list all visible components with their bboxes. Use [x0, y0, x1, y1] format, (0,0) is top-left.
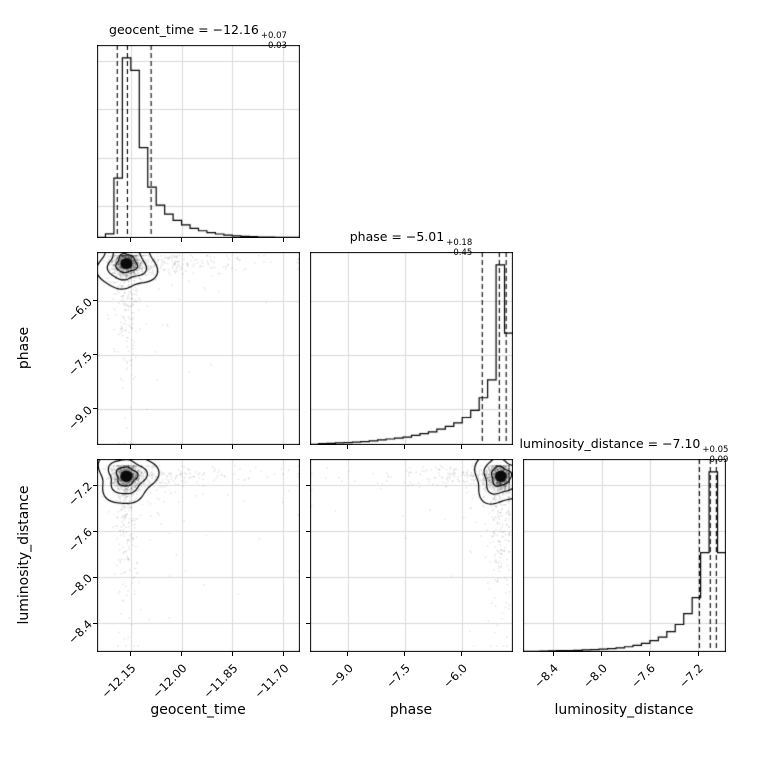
tick-label: −7.5: [383, 661, 413, 691]
panel-canvas: [97, 459, 300, 652]
tick-mark: [282, 652, 284, 656]
title-plus-error: +0.07: [260, 30, 287, 41]
tick-mark: [93, 622, 97, 624]
tick-mark: [181, 652, 183, 656]
title-text: geocent_time = −12.16: [109, 22, 259, 37]
tick-label: −11.85: [200, 661, 241, 702]
title-uncertainty: +0.05 −0.09: [702, 444, 729, 466]
x-axis-label-phase: phase: [389, 702, 433, 718]
panel-canvas: [97, 252, 300, 445]
title-minus-error: −0.45: [446, 247, 473, 258]
y-axis-label-luminosity-distance: luminosity_distance: [16, 485, 32, 625]
tick-mark: [231, 652, 233, 656]
panel-canvas: [310, 252, 513, 445]
tick-mark: [601, 652, 603, 656]
x-axis-label-luminosity-distance: luminosity_distance: [554, 702, 694, 718]
panel-scatter-geocent-time-phase: [97, 252, 300, 445]
panel-scatter-geocent-time-luminosity-distance: [97, 459, 300, 652]
tick-mark: [404, 652, 406, 656]
title-text: luminosity_distance = −7.10: [519, 436, 701, 451]
tick-mark: [306, 622, 310, 624]
panel-scatter-phase-luminosity-distance: [310, 459, 513, 652]
tick-mark: [552, 652, 554, 656]
tick-mark: [306, 530, 310, 532]
title-geocent-time: geocent_time = −12.16 +0.07 −0.03: [109, 22, 287, 51]
tick-mark: [93, 576, 97, 578]
tick-mark: [231, 238, 233, 242]
tick-label: −7.6: [65, 525, 95, 556]
tick-label: −6.0: [440, 661, 470, 691]
tick-mark: [347, 652, 349, 656]
tick-mark: [93, 408, 97, 410]
title-plus-error: +0.05: [702, 444, 729, 455]
panel-hist-luminosity-distance: [523, 459, 726, 652]
tick-mark: [282, 238, 284, 242]
tick-label: −7.2: [676, 661, 707, 691]
tick-mark: [130, 652, 132, 656]
tick-mark: [347, 445, 349, 449]
x-axis-label-geocent-time: geocent_time: [150, 702, 246, 718]
tick-mark: [130, 238, 132, 242]
tick-label: −8.0: [579, 661, 610, 691]
tick-mark: [404, 445, 406, 449]
tick-mark: [93, 484, 97, 486]
tick-mark: [306, 576, 310, 578]
tick-mark: [181, 238, 183, 242]
title-minus-error: −0.09: [702, 454, 729, 465]
tick-mark: [697, 652, 699, 656]
tick-label: −7.6: [628, 661, 658, 691]
tick-label: −12.00: [149, 661, 190, 702]
tick-label: −11.70: [251, 661, 292, 702]
title-uncertainty: +0.07 −0.03: [260, 30, 287, 52]
panel-canvas: [523, 459, 726, 652]
tick-mark: [93, 530, 97, 532]
tick-mark: [93, 354, 97, 356]
tick-mark: [231, 445, 233, 449]
tick-mark: [93, 300, 97, 302]
tick-label: −7.2: [65, 479, 95, 510]
title-text: phase = −5.01: [349, 229, 445, 244]
tick-label: −8.4: [65, 617, 95, 647]
tick-label: −9.0: [326, 661, 356, 691]
title-phase: phase = −5.01 +0.18 −0.45: [350, 229, 473, 258]
title-minus-error: −0.03: [260, 40, 287, 51]
title-luminosity-distance: luminosity_distance = −7.10 +0.05 −0.09: [520, 436, 729, 465]
tick-label: −8.0: [65, 571, 95, 602]
panel-canvas: [97, 45, 300, 238]
panel-hist-phase: [310, 252, 513, 445]
tick-mark: [461, 445, 463, 449]
tick-mark: [181, 445, 183, 449]
title-plus-error: +0.18: [446, 237, 473, 248]
panel-canvas: [310, 459, 513, 652]
title-uncertainty: +0.18 −0.45: [446, 237, 473, 259]
tick-mark: [282, 445, 284, 449]
panel-hist-geocent-time: [97, 45, 300, 238]
tick-mark: [461, 652, 463, 656]
tick-label: −9.0: [65, 402, 95, 433]
tick-label: −8.4: [531, 661, 562, 691]
y-axis-label-phase: phase: [16, 326, 32, 370]
tick-label: −12.15: [98, 661, 139, 702]
tick-label: −6.0: [65, 294, 95, 325]
tick-mark: [649, 652, 651, 656]
tick-label: −7.5: [65, 348, 95, 379]
tick-mark: [306, 484, 310, 486]
tick-mark: [130, 445, 132, 449]
